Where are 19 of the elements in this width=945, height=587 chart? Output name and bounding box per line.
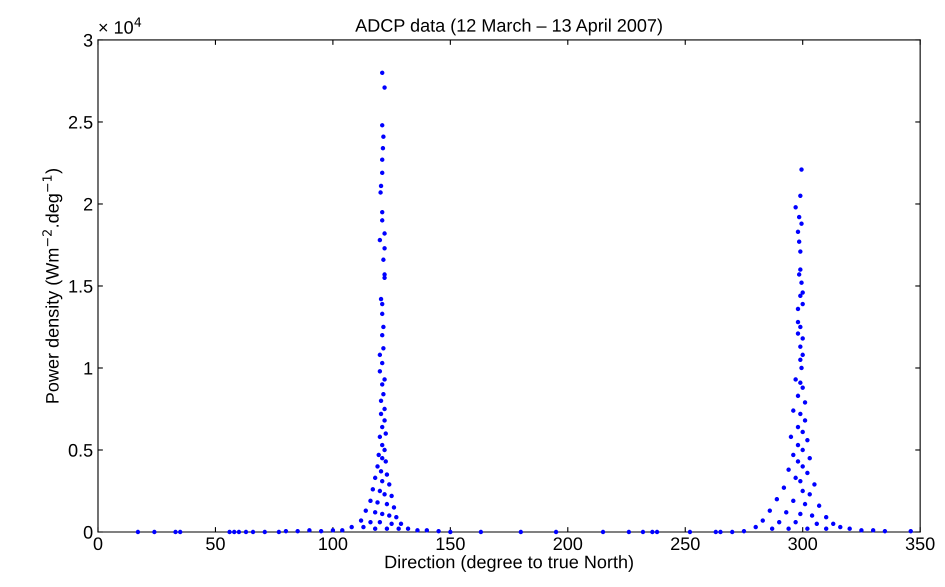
x-tick-label: 300 [788, 537, 818, 550]
text: × 10$^{4}$ [99, 18, 142, 34]
y-axis-title: Power density (Wm$^{−2}$.deg$^{−1}$) [42, 169, 62, 403]
x-tick-label: 150 [436, 537, 465, 550]
chart-title: ADCP data (12 March – 13 April 2007) [355, 18, 662, 36]
y-tick-label: 0.5 [68, 444, 92, 457]
x-tick-label: 350 [906, 537, 935, 550]
y-tick-label: 2 [84, 198, 92, 211]
x-tick-label: 250 [671, 537, 700, 550]
y-tick-label: 2.5 [68, 116, 92, 129]
x-tick-label: 0 [94, 537, 102, 550]
x-tick-label: 200 [554, 537, 582, 550]
y-tick-label: 1 [84, 362, 92, 375]
x-tick-label: 50 [206, 537, 225, 550]
y-tick-label: 1.5 [69, 280, 92, 293]
y-tick-label: 0 [84, 526, 92, 539]
y-tick-label: 3 [84, 34, 92, 47]
x-axis-title: Direction (degree to true North) [386, 555, 633, 572]
x-tick-label: 100 [319, 537, 348, 550]
